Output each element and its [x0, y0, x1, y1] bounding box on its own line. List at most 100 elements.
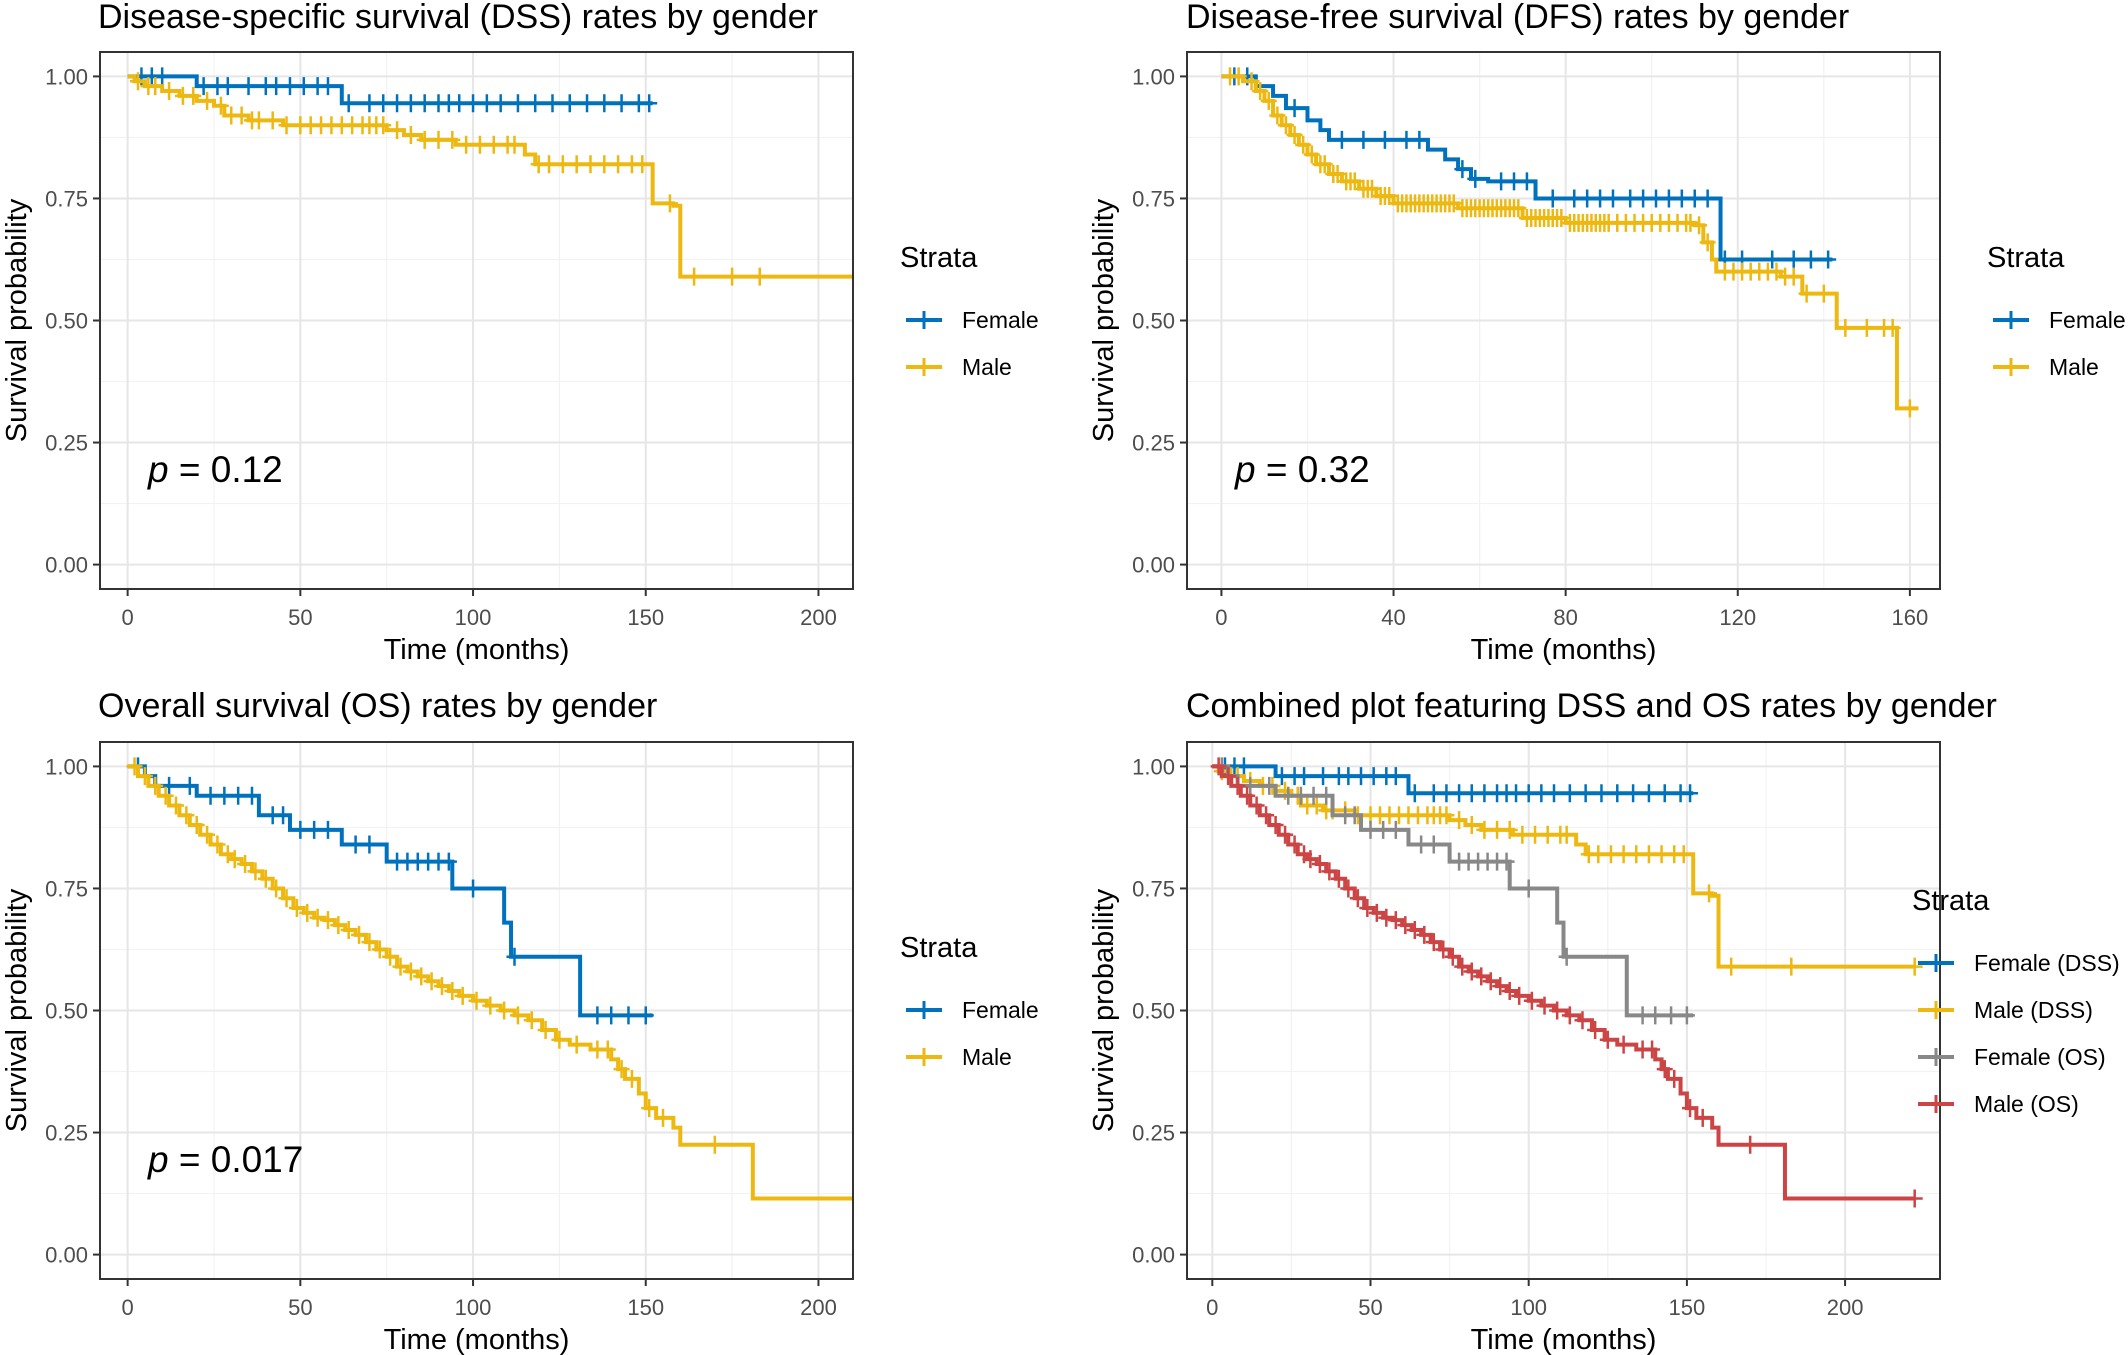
censor-mark [1675, 845, 1692, 864]
censor-mark [440, 852, 457, 871]
legend-label: Male [2049, 354, 2099, 380]
censor-mark [506, 947, 523, 966]
censor-mark [1699, 189, 1716, 208]
censor-mark [1482, 972, 1499, 991]
x-tick-label: 200 [800, 1295, 837, 1320]
censor-mark [1364, 179, 1381, 198]
censor-mark [161, 82, 178, 101]
censor-mark [509, 1006, 526, 1025]
legend-label: Female (DSS) [1974, 950, 2120, 976]
censor-mark [1220, 767, 1237, 786]
censor-mark [1311, 855, 1328, 874]
legend-key [906, 358, 942, 376]
y-tick-label: 1.00 [45, 64, 88, 89]
gridlines [100, 52, 853, 589]
censor-mark [1229, 776, 1246, 795]
panel-title: Combined plot featuring DSS and OS rates… [1186, 687, 1997, 725]
legend-key [1918, 1001, 1954, 1019]
censor-mark [1625, 784, 1642, 803]
censor-mark [161, 776, 178, 795]
censor-mark [288, 898, 305, 917]
y-tick-label: 0.25 [45, 431, 88, 456]
panel-title: Disease-free survival (DFS) rates by gen… [1186, 0, 1849, 36]
censor-mark [1666, 1069, 1683, 1088]
censor-mark [1467, 169, 1484, 188]
censor-mark [1277, 116, 1294, 135]
censor-mark [278, 889, 295, 908]
p-value-symbol: p [1234, 449, 1256, 490]
censor-mark [1451, 811, 1468, 830]
y-tick-label: 0.75 [45, 876, 88, 901]
legend-key [1918, 1095, 1954, 1113]
p-value-text: = 0.017 [169, 1139, 304, 1180]
legend-label: Male [962, 354, 1012, 380]
censor-mark [541, 155, 558, 174]
x-tick-label: 150 [1669, 1295, 1706, 1320]
censor-mark [1235, 757, 1252, 776]
censor-mark [1286, 99, 1303, 118]
censor-mark [1239, 786, 1256, 805]
censor-mark [1376, 130, 1393, 149]
censor-mark [330, 916, 347, 935]
censor-mark [596, 155, 613, 174]
censor-mark [389, 94, 406, 113]
censor-mark [1378, 908, 1395, 927]
censor-mark [610, 155, 627, 174]
censor-mark [1701, 884, 1718, 903]
x-axis-title: Time (months) [384, 1324, 570, 1355]
censor-mark [389, 121, 406, 140]
censor-mark [468, 991, 485, 1010]
censor-mark [1454, 957, 1471, 976]
censor-mark [451, 94, 468, 113]
series-male-os [1210, 757, 1923, 1208]
censor-mark [1691, 216, 1708, 235]
censor-mark [1210, 757, 1227, 776]
censor-mark [1303, 145, 1320, 164]
censor-mark [1492, 977, 1509, 996]
censor-mark [613, 1060, 630, 1079]
censor-mark [1577, 784, 1594, 803]
censor-mark [375, 116, 392, 135]
p-value-symbol: p [147, 449, 169, 490]
censor-mark [444, 130, 461, 149]
legend-title: Strata [1912, 885, 1990, 917]
panel-1: Disease-specific survival (DSS) rates by… [1, 0, 1039, 666]
censor-mark [423, 972, 440, 991]
censor-mark [579, 94, 596, 113]
censor-mark [319, 77, 336, 96]
censor-mark [478, 94, 495, 113]
y-tick-label: 0.75 [1132, 186, 1175, 211]
y-tick-label: 0.50 [45, 309, 88, 334]
censor-mark [1387, 820, 1404, 839]
censor-mark [199, 91, 216, 110]
censor-mark [1425, 933, 1442, 952]
censor-mark [268, 879, 285, 898]
censor-mark [382, 947, 399, 966]
legend: Strata Female Male [1987, 242, 2126, 380]
censor-mark [568, 155, 585, 174]
p-value-text: = 0.12 [169, 449, 283, 490]
censor-mark [416, 94, 433, 113]
censor-mark [1520, 879, 1537, 898]
censor-mark [1699, 233, 1716, 252]
legend-label: Female [962, 307, 1039, 333]
censor-mark [551, 1030, 568, 1049]
censor-mark [1523, 991, 1540, 1010]
censor-mark [603, 1006, 620, 1025]
censor-mark [1260, 91, 1277, 110]
p-value: p = 0.12 [147, 449, 283, 490]
y-tick-label: 0.50 [1132, 999, 1175, 1024]
censor-mark [392, 957, 409, 976]
censor-mark [1261, 776, 1278, 795]
x-tick-label: 0 [122, 1295, 134, 1320]
censor-mark [1906, 1189, 1923, 1208]
censor-mark [561, 94, 578, 113]
censor-mark [1906, 957, 1923, 976]
censor-mark [1553, 208, 1570, 227]
censor-mark [1425, 835, 1442, 854]
x-axis-title: Time (months) [1471, 634, 1657, 666]
legend-label: Male (OS) [1974, 1091, 2079, 1117]
x-tick-label: 80 [1553, 605, 1577, 630]
censor-mark [1387, 767, 1404, 786]
censor-mark [240, 77, 257, 96]
